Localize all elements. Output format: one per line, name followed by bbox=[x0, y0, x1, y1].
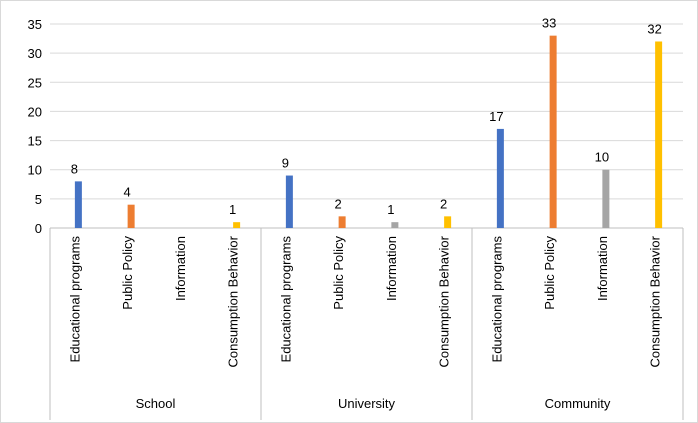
data-label: 4 bbox=[124, 185, 131, 200]
y-tick-label: 10 bbox=[28, 163, 42, 178]
group-label: University bbox=[338, 396, 396, 411]
category-label: Educational programs bbox=[67, 236, 82, 363]
bar-university-educational-programs bbox=[285, 175, 293, 228]
bar-community-consumption-behavior bbox=[655, 41, 663, 228]
gridlines bbox=[50, 23, 683, 229]
category-label: Information bbox=[595, 236, 610, 301]
category-label: Public Policy bbox=[331, 236, 346, 310]
y-tick-label: 35 bbox=[28, 17, 42, 32]
y-tick-label: 25 bbox=[28, 75, 42, 90]
category-label: Information bbox=[384, 236, 399, 301]
y-tick-label: 15 bbox=[28, 134, 42, 149]
data-label: 2 bbox=[335, 196, 342, 211]
data-label: 17 bbox=[489, 109, 503, 124]
labels: 8 Educational programs 4 Public Policy Infor… bbox=[67, 16, 662, 411]
bar-community-information bbox=[602, 169, 610, 228]
category-label: Consumption Behavior bbox=[226, 235, 241, 367]
bars bbox=[74, 35, 663, 229]
bar-university-information bbox=[391, 222, 399, 228]
bar-university-public-policy bbox=[338, 216, 346, 228]
bar-school-public-policy bbox=[127, 204, 135, 228]
data-label: 8 bbox=[71, 161, 78, 176]
category-label: Public Policy bbox=[542, 236, 557, 310]
data-label: 32 bbox=[647, 21, 661, 36]
data-label: 33 bbox=[542, 16, 556, 31]
bar-university-consumption-behavior bbox=[444, 216, 452, 228]
group-label: Community bbox=[545, 396, 611, 411]
category-label: Consumption Behavior bbox=[648, 235, 663, 367]
category-label: Educational programs bbox=[278, 236, 293, 363]
y-tick-label: 5 bbox=[35, 192, 42, 207]
bar-school-educational-programs bbox=[74, 181, 82, 228]
y-tick-label: 0 bbox=[35, 221, 42, 236]
bar-community-educational-programs bbox=[496, 128, 504, 228]
category-label: Educational programs bbox=[489, 236, 504, 363]
data-label: 2 bbox=[440, 196, 447, 211]
category-label: Public Policy bbox=[120, 236, 135, 310]
y-tick-label: 30 bbox=[28, 46, 42, 61]
bar-community-public-policy bbox=[549, 35, 557, 229]
data-label: 10 bbox=[595, 150, 609, 165]
data-label: 1 bbox=[229, 202, 236, 217]
axes: 0 5 10 15 20 25 30 35 bbox=[28, 17, 684, 420]
data-label: 9 bbox=[282, 156, 289, 171]
data-label: 1 bbox=[387, 202, 394, 217]
category-label: Consumption Behavior bbox=[437, 235, 452, 367]
y-tick-label: 20 bbox=[28, 104, 42, 119]
group-label: School bbox=[136, 396, 176, 411]
bar-school-consumption-behavior bbox=[233, 222, 241, 228]
category-label: Information bbox=[173, 236, 188, 301]
